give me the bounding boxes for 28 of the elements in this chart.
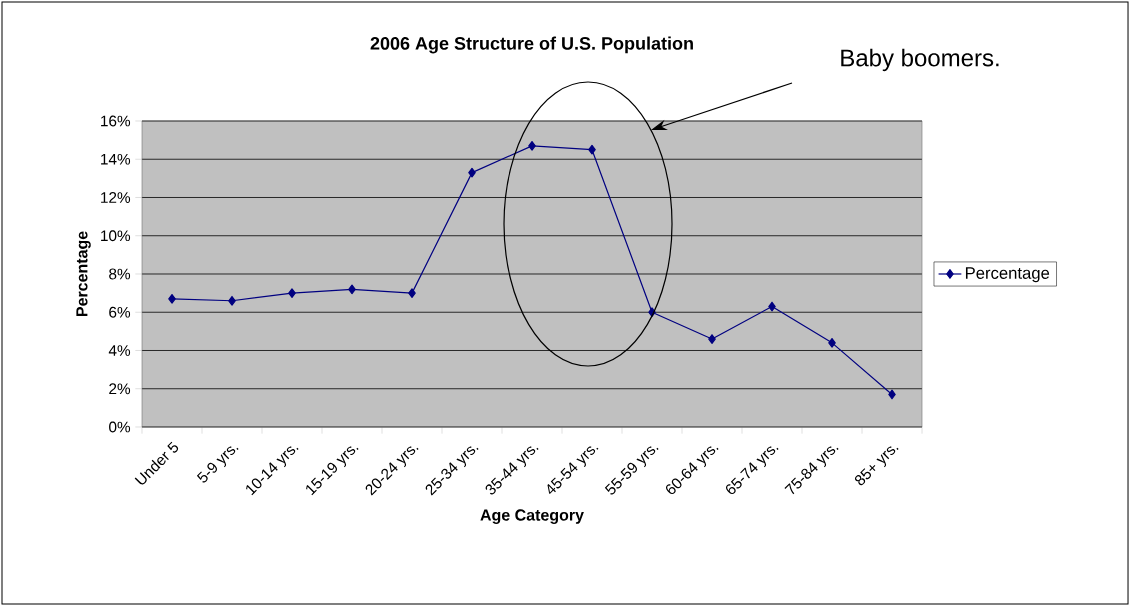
point: [708, 334, 716, 344]
y-tick-label: 16%: [101, 115, 131, 127]
text: Baby boomers.: [841, 48, 999, 72]
legend-label: Percentage: [965, 267, 1050, 283]
point: [888, 389, 896, 400]
y-tick-label: 14%: [101, 153, 131, 165]
x-axis-title: Age Category: [480, 509, 584, 524]
point: [408, 288, 416, 298]
y-tick-label: 0%: [109, 421, 131, 433]
x-tick-label: 85+ yrs.: [854, 446, 899, 486]
chart-title: 2006 Age Structure of U.S. Population: [370, 36, 693, 54]
y-tick-label: 2%: [109, 383, 131, 395]
point: [288, 288, 296, 298]
y-tick-label: 12%: [101, 192, 131, 203]
y-tick-label: 4%: [108, 345, 131, 356]
point: [768, 301, 776, 312]
point: [348, 284, 356, 295]
y-tick-label: 6%: [109, 306, 131, 318]
x-tick-label: 5-9 yrs.: [196, 446, 239, 483]
y-tick-label: 10%: [101, 230, 131, 242]
point: [528, 140, 536, 151]
point: [588, 144, 596, 155]
y-axis-title: Percentage: [76, 231, 91, 317]
point: [228, 295, 236, 306]
point: [468, 167, 476, 178]
point: [828, 337, 836, 348]
point: [168, 293, 176, 304]
y-tick-label: 8%: [109, 268, 131, 280]
